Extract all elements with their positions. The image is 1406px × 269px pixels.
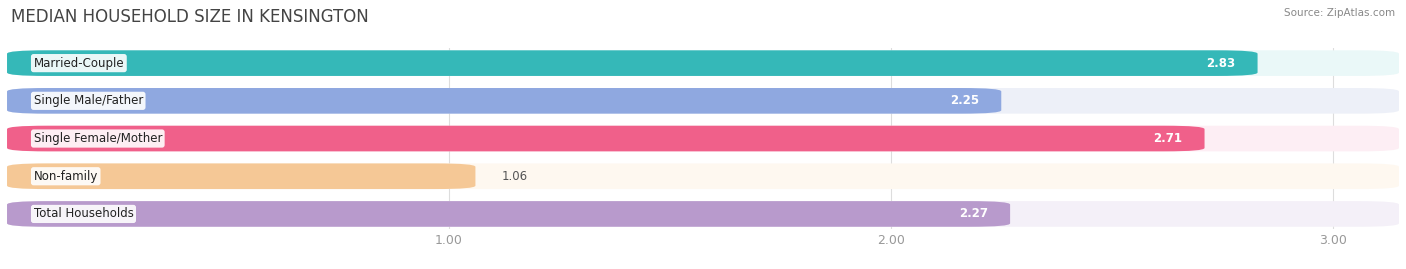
Text: 2.71: 2.71	[1153, 132, 1182, 145]
Text: Married-Couple: Married-Couple	[34, 57, 124, 70]
Text: MEDIAN HOUSEHOLD SIZE IN KENSINGTON: MEDIAN HOUSEHOLD SIZE IN KENSINGTON	[11, 8, 368, 26]
Text: 2.25: 2.25	[950, 94, 979, 107]
Text: 2.83: 2.83	[1206, 57, 1236, 70]
Text: 1.06: 1.06	[502, 170, 529, 183]
FancyBboxPatch shape	[7, 88, 1001, 114]
Text: Non-family: Non-family	[34, 170, 98, 183]
FancyBboxPatch shape	[7, 126, 1205, 151]
FancyBboxPatch shape	[7, 201, 1010, 227]
Text: Single Female/Mother: Single Female/Mother	[34, 132, 162, 145]
Text: 2.27: 2.27	[959, 207, 988, 220]
FancyBboxPatch shape	[7, 164, 475, 189]
FancyBboxPatch shape	[7, 164, 1399, 189]
Text: Single Male/Father: Single Male/Father	[34, 94, 143, 107]
FancyBboxPatch shape	[7, 126, 1399, 151]
Text: Total Households: Total Households	[34, 207, 134, 220]
FancyBboxPatch shape	[7, 201, 1399, 227]
FancyBboxPatch shape	[7, 88, 1399, 114]
FancyBboxPatch shape	[7, 50, 1257, 76]
Text: Source: ZipAtlas.com: Source: ZipAtlas.com	[1284, 8, 1395, 18]
FancyBboxPatch shape	[7, 50, 1399, 76]
